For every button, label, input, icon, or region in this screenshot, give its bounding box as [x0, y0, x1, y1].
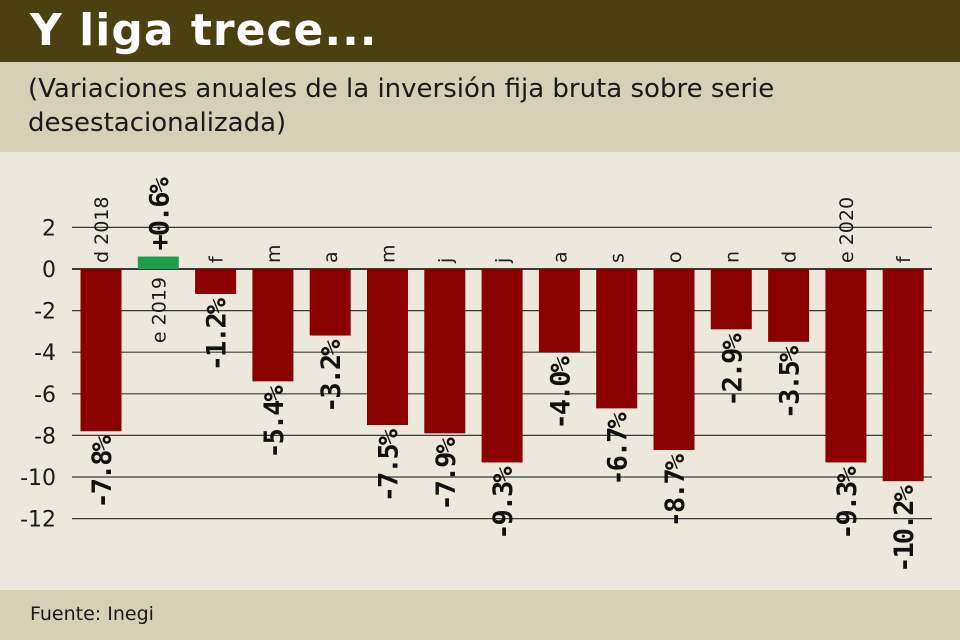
bar — [710, 269, 752, 330]
y-tick-label: 0 — [42, 258, 56, 283]
category-label: d 2018 — [91, 197, 113, 263]
data-label: -3.5% — [775, 345, 806, 419]
data-label: -4.0% — [545, 355, 576, 429]
bar — [538, 269, 580, 353]
bar — [424, 269, 466, 434]
bar — [367, 269, 408, 425]
bar — [137, 256, 179, 269]
data-label: -2.9% — [717, 333, 748, 407]
data-label: +0.6% — [144, 176, 175, 250]
data-label: -5.4% — [259, 385, 290, 459]
data-label: -9.3% — [832, 466, 863, 540]
data-label: -7.8% — [87, 434, 118, 508]
bar — [768, 269, 810, 342]
category-label: e 2020 — [836, 197, 858, 263]
category-label: f — [893, 255, 915, 263]
data-label: -7.5% — [374, 428, 405, 502]
y-tick-label: -4 — [34, 341, 56, 366]
data-label: -8.7% — [660, 453, 691, 527]
category-label: a — [320, 251, 342, 263]
category-label: m — [378, 244, 400, 263]
data-label: -6.7% — [603, 412, 634, 486]
category-label: j — [492, 258, 514, 264]
category-label: a — [549, 251, 571, 263]
y-tick-label: -10 — [20, 466, 56, 491]
y-tick-label: 2 — [42, 216, 56, 241]
chart-subtitle: (Variaciones anuales de la inversión fij… — [28, 74, 775, 138]
y-tick-label: -12 — [20, 508, 56, 533]
bar — [882, 269, 924, 482]
y-tick-label: -8 — [34, 424, 56, 449]
chart-title: Y liga trece... — [30, 5, 378, 56]
category-label: o — [664, 251, 686, 263]
y-tick-label: -2 — [34, 300, 56, 325]
bar — [825, 269, 867, 463]
bar — [653, 269, 695, 450]
category-label: e 2019 — [148, 277, 170, 343]
category-label: n — [721, 251, 743, 263]
subtitle-band — [0, 62, 960, 152]
data-label: -10.2% — [889, 484, 920, 572]
title-bar — [0, 0, 960, 62]
data-label: -7.9% — [431, 437, 462, 511]
bar — [596, 269, 638, 409]
bar — [481, 269, 523, 463]
bar — [80, 269, 122, 432]
category-label: j — [435, 258, 457, 264]
category-label: s — [607, 253, 629, 263]
source-note: Fuente: Inegi — [30, 603, 154, 625]
y-tick-label: -6 — [34, 383, 56, 408]
category-label: f — [206, 255, 228, 263]
bar — [252, 269, 294, 382]
category-label: d — [779, 251, 801, 263]
bar-chart: 2 0 -2 -4 -6 -8 -10 -12 d 2018 -7.8% e 2019 +0.6% f -… — [20, 176, 932, 573]
bar — [309, 269, 351, 336]
data-label: -9.3% — [488, 466, 519, 540]
data-label: -3.2% — [316, 339, 347, 413]
data-label: -1.2% — [202, 297, 233, 371]
bar — [195, 269, 237, 294]
chart-area — [0, 152, 960, 590]
category-label: m — [263, 244, 285, 263]
footer-band — [0, 590, 960, 640]
